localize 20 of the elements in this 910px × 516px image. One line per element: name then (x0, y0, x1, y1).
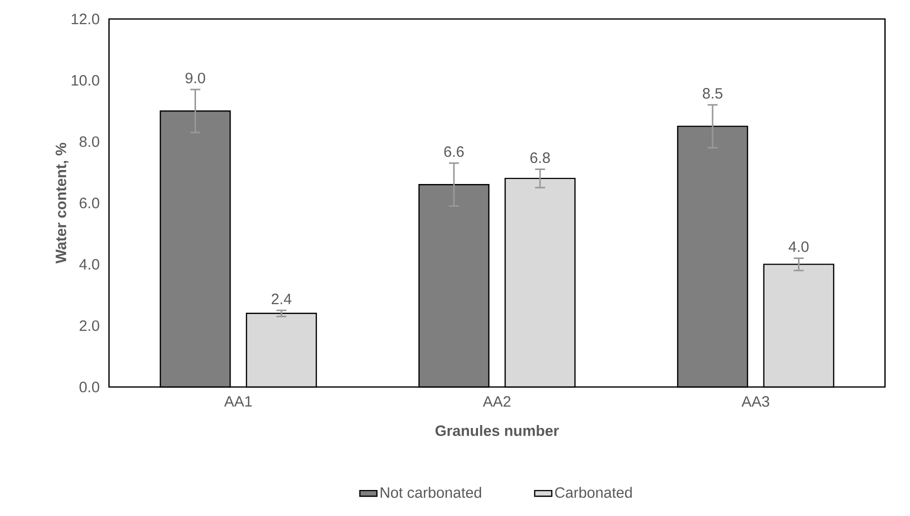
y-tick-label: 8.0 (80, 136, 100, 147)
y-tick-label: 0.0 (80, 382, 100, 392)
x-tick-label: AA1 (224, 396, 252, 407)
y-tick-label: 10.0 (72, 75, 100, 86)
data-label: 8.5 (702, 88, 722, 99)
data-label: 4.0 (788, 241, 809, 252)
data-label: 6.8 (530, 152, 550, 164)
x-tick-label: AA2 (482, 396, 510, 407)
y-tick-label: 4.0 (79, 259, 100, 270)
y-axis-title: Water content, % (56, 142, 68, 264)
y-tick-label: 2.0 (80, 320, 100, 331)
x-axis-title: Granules number (436, 425, 559, 436)
y-tick-label: 6.0 (80, 198, 100, 208)
data-label: 6.6 (444, 146, 464, 157)
legend-label: Not carbonated (380, 486, 482, 498)
x-tick-label: AA3 (742, 396, 770, 407)
data-label: 2.4 (272, 294, 292, 304)
y-tick-label: 12.0 (72, 14, 100, 24)
data-label: 9.0 (186, 72, 206, 84)
legend-label: Carbonated (555, 486, 632, 498)
